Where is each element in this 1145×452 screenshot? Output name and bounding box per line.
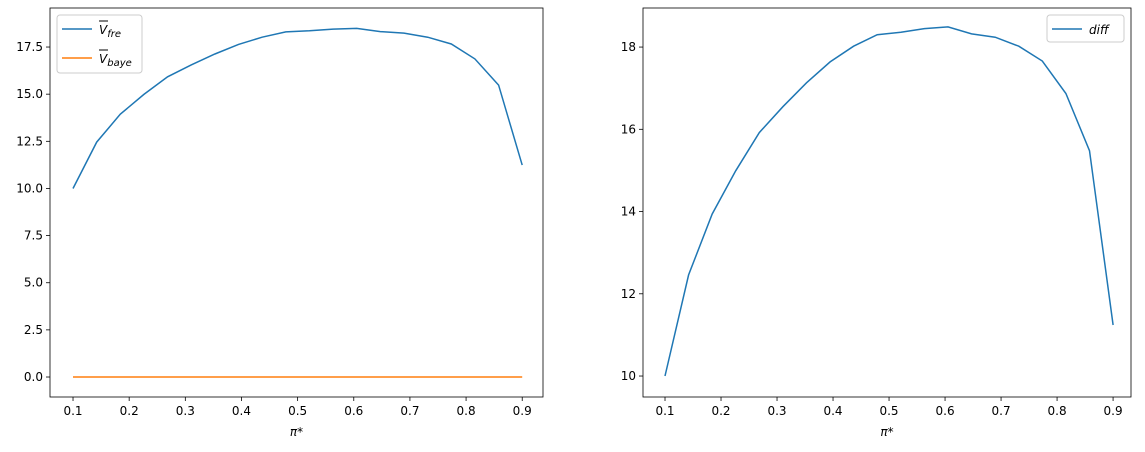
legend-frame	[1046, 14, 1125, 43]
x-tick-label: 0.7	[400, 404, 419, 418]
y-tick-label: 12	[621, 287, 636, 301]
y-tick-label: 12.5	[16, 134, 43, 148]
y-tick-label: 10.0	[16, 181, 43, 195]
x-tick-label: 0.9	[513, 404, 532, 418]
y-tick-label: 2.5	[24, 323, 43, 337]
legend-label: Vfre	[99, 23, 121, 40]
x-tick-label: 0.1	[655, 404, 674, 418]
legend: Vfre Vbaye	[56, 14, 143, 74]
x-tick-label: 0.3	[176, 404, 195, 418]
x-tick-label: 0.8	[457, 404, 476, 418]
x-axis-label: π*	[290, 425, 303, 439]
y-tick-label: 10	[621, 369, 636, 383]
x-tick-label: 0.1	[63, 404, 82, 418]
y-tick-label: 17.5	[16, 40, 43, 54]
legend-label: diff	[1089, 23, 1110, 37]
x-tick-label: 0.2	[711, 404, 730, 418]
axes-1: 0.1 0.2 0.3 0.4 0.5 0.6 0.7 0.8 0.9 0.0 2.5 5.0 7.5 1…	[16, 7, 544, 439]
y-tick-label: 14	[621, 205, 636, 219]
series-line-0	[664, 26, 1114, 377]
series-line-0	[72, 27, 523, 189]
x-tick-label: 0.4	[823, 404, 842, 418]
x-tick-label: 0.5	[288, 404, 307, 418]
x-tick-label: 0.6	[936, 404, 955, 418]
x-tick-label: 0.5	[879, 404, 898, 418]
x-tick-label: 0.7	[992, 404, 1011, 418]
x-axis-label: π*	[880, 425, 893, 439]
axes-frame	[642, 7, 1132, 398]
x-tick-label: 0.2	[120, 404, 139, 418]
x-tick-label: 0.8	[1048, 404, 1067, 418]
y-tick-label: 0.0	[24, 370, 43, 384]
y-tick-label: 18	[621, 40, 636, 54]
axes-frame	[49, 7, 544, 398]
y-tick-label: 7.5	[24, 229, 43, 243]
x-tick-label: 0.9	[1104, 404, 1123, 418]
axes-2: 0.1 0.2 0.3 0.4 0.5 0.6 0.7 0.8 0.9 10 12 14 16 18 π* d…	[621, 7, 1132, 439]
x-tick-label: 0.6	[344, 404, 363, 418]
y-tick-label: 15.0	[16, 87, 43, 101]
y-tick-label: 5.0	[24, 276, 43, 290]
legend: diff	[1046, 14, 1125, 43]
legend-label: Vbaye	[99, 52, 132, 69]
x-tick-label: 0.3	[767, 404, 786, 418]
x-tick-label: 0.4	[232, 404, 251, 418]
y-tick-label: 16	[621, 122, 636, 136]
